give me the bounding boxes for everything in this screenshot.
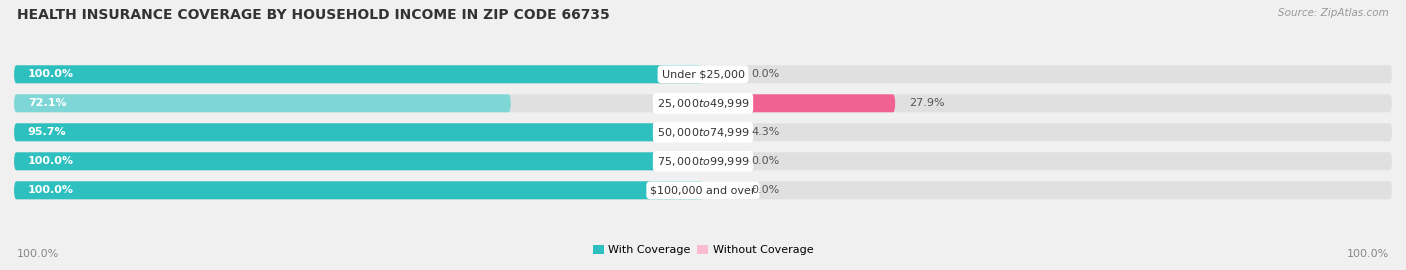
FancyBboxPatch shape — [14, 94, 510, 112]
Text: $25,000 to $49,999: $25,000 to $49,999 — [657, 97, 749, 110]
Text: 72.1%: 72.1% — [28, 98, 66, 108]
Text: 0.0%: 0.0% — [751, 156, 779, 166]
FancyBboxPatch shape — [14, 123, 1392, 141]
Text: 100.0%: 100.0% — [28, 156, 75, 166]
Legend: With Coverage, Without Coverage: With Coverage, Without Coverage — [592, 245, 814, 255]
Text: 0.0%: 0.0% — [751, 185, 779, 195]
Text: Under $25,000: Under $25,000 — [661, 69, 745, 79]
Text: $50,000 to $74,999: $50,000 to $74,999 — [657, 126, 749, 139]
FancyBboxPatch shape — [14, 181, 703, 199]
Text: 0.0%: 0.0% — [751, 69, 779, 79]
FancyBboxPatch shape — [14, 94, 1392, 112]
FancyBboxPatch shape — [14, 65, 703, 83]
Text: HEALTH INSURANCE COVERAGE BY HOUSEHOLD INCOME IN ZIP CODE 66735: HEALTH INSURANCE COVERAGE BY HOUSEHOLD I… — [17, 8, 610, 22]
FancyBboxPatch shape — [14, 123, 673, 141]
FancyBboxPatch shape — [14, 152, 1392, 170]
Text: 4.3%: 4.3% — [751, 127, 779, 137]
Text: 27.9%: 27.9% — [910, 98, 945, 108]
Text: 100.0%: 100.0% — [17, 249, 59, 259]
Text: $75,000 to $99,999: $75,000 to $99,999 — [657, 155, 749, 168]
Text: 100.0%: 100.0% — [1347, 249, 1389, 259]
FancyBboxPatch shape — [703, 123, 733, 141]
FancyBboxPatch shape — [14, 181, 1392, 199]
Text: 100.0%: 100.0% — [28, 69, 75, 79]
FancyBboxPatch shape — [14, 152, 703, 170]
Text: 100.0%: 100.0% — [28, 185, 75, 195]
Text: 95.7%: 95.7% — [28, 127, 66, 137]
FancyBboxPatch shape — [703, 94, 896, 112]
Text: $100,000 and over: $100,000 and over — [650, 185, 756, 195]
FancyBboxPatch shape — [14, 65, 1392, 83]
Text: Source: ZipAtlas.com: Source: ZipAtlas.com — [1278, 8, 1389, 18]
